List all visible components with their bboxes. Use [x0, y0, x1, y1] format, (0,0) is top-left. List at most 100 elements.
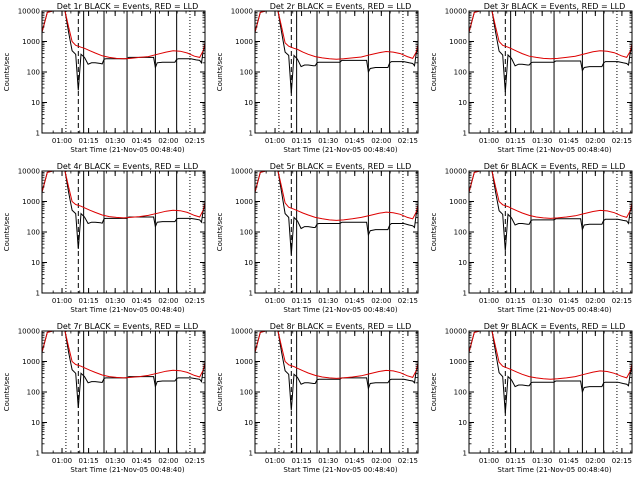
time-markers [278, 171, 404, 293]
y-axis-label: Counts/sec [216, 213, 224, 252]
time-markers [65, 11, 191, 133]
y-tick-label: 10 [244, 99, 253, 107]
series-line-events [469, 171, 632, 251]
series-line-events [42, 171, 205, 249]
y-axis-label: Counts/sec [430, 373, 438, 412]
panel-title: Det 3r BLACK = Events, RED = LLD [484, 2, 626, 11]
series-group [42, 331, 205, 408]
series-line-events [255, 171, 418, 255]
detector-panel-7: 1 10 100 1000 10000 01:00 01:15 01:30 01:45 02:00… [0, 320, 213, 480]
plot-frame [41, 170, 206, 294]
y-tick-label: 1 [249, 130, 253, 138]
series-line-events [255, 11, 418, 94]
series-group [42, 171, 205, 249]
y-axis-label: Counts/sec [430, 53, 438, 92]
x-tick-label: 01:15 [292, 137, 312, 145]
time-markers [492, 171, 618, 293]
time-markers [65, 171, 191, 293]
panel-title: Det 5r BLACK = Events, RED = LLD [270, 162, 412, 171]
y-tick-label: 100 [27, 229, 40, 237]
x-tick-label: 01:15 [79, 457, 99, 465]
y-tick-label: 1 [249, 450, 253, 458]
x-tick-label: 01:30 [532, 457, 552, 465]
y-axis-label: Counts/sec [3, 213, 11, 252]
detector-panel-1: 1 10 100 1000 10000 01:00 01:15 01:30 01:45 02:00… [0, 0, 213, 160]
y-tick-label: 10000 [231, 8, 253, 16]
y-tick-label: 1000 [449, 358, 467, 366]
series-group [469, 11, 632, 93]
series-line-events [255, 331, 418, 411]
series-group [255, 331, 418, 411]
x-tick-label: 01:00 [265, 457, 285, 465]
y-tick-label: 1 [463, 130, 467, 138]
detector-plot-svg: 1 10 100 1000 10000 01:00 01:15 01:30 01:45 02:00… [430, 322, 633, 474]
panel-title: Det 7r BLACK = Events, RED = LLD [57, 322, 199, 331]
y-tick-label: 10000 [18, 168, 40, 176]
y-tick-label: 10000 [18, 8, 40, 16]
x-tick-label: 01:45 [559, 297, 579, 305]
y-tick-label: 1000 [22, 198, 40, 206]
detector-plot-svg: 1 10 100 1000 10000 01:00 01:15 01:30 01:45 02:00… [3, 2, 206, 154]
x-axis-label: Start Time (21-Nov-05 00:48:40) [70, 466, 184, 474]
time-markers [65, 331, 191, 453]
y-tick-label: 10000 [231, 168, 253, 176]
y-tick-label: 100 [240, 69, 253, 77]
y-axis-label: Counts/sec [430, 213, 438, 252]
plot-frame [254, 170, 419, 294]
panel-title: Det 9r BLACK = Events, RED = LLD [484, 322, 626, 331]
series-group [255, 11, 418, 94]
y-tick-label: 1 [36, 450, 40, 458]
x-tick-label: 02:15 [612, 457, 632, 465]
x-tick-label: 02:00 [371, 457, 391, 465]
x-tick-label: 02:15 [185, 297, 205, 305]
series-line-lld [469, 11, 632, 60]
x-tick-label: 01:00 [479, 297, 499, 305]
x-tick-label: 01:00 [479, 137, 499, 145]
x-axis-label: Start Time (21-Nov-05 00:48:40) [497, 306, 611, 314]
detector-panel-4: 1 10 100 1000 10000 01:00 01:15 01:30 01:45 02:00… [0, 160, 213, 320]
x-tick-label: 02:00 [158, 137, 178, 145]
x-axis-label: Start Time (21-Nov-05 00:48:40) [283, 306, 397, 314]
series-group [42, 11, 205, 91]
x-tick-label: 01:00 [52, 457, 72, 465]
x-tick-label: 01:00 [479, 457, 499, 465]
y-tick-label: 100 [240, 229, 253, 237]
x-tick-label: 01:45 [132, 297, 152, 305]
detector-plot-svg: 1 10 100 1000 10000 01:00 01:15 01:30 01:45 02:00… [216, 162, 419, 314]
detector-panel-5: 1 10 100 1000 10000 01:00 01:15 01:30 01:45 02:00… [213, 160, 426, 320]
x-tick-label: 01:00 [52, 297, 72, 305]
x-tick-label: 01:15 [292, 297, 312, 305]
y-tick-label: 10000 [231, 328, 253, 336]
series-line-lld [469, 331, 632, 380]
x-tick-label: 02:15 [398, 137, 418, 145]
y-axis-label: Counts/sec [3, 373, 11, 412]
x-tick-label: 01:45 [132, 457, 152, 465]
panel-title: Det 8r BLACK = Events, RED = LLD [270, 322, 412, 331]
y-tick-label: 1 [36, 290, 40, 298]
x-tick-label: 02:00 [585, 457, 605, 465]
plot-frame [254, 330, 419, 454]
x-tick-label: 01:00 [265, 137, 285, 145]
time-markers [278, 331, 404, 453]
series-line-events [469, 331, 632, 414]
x-tick-label: 01:15 [292, 457, 312, 465]
x-tick-label: 01:00 [52, 137, 72, 145]
y-tick-label: 100 [27, 69, 40, 77]
x-tick-label: 01:00 [265, 297, 285, 305]
detector-plot-svg: 1 10 100 1000 10000 01:00 01:15 01:30 01:45 02:00… [430, 2, 633, 154]
y-tick-label: 10 [31, 419, 40, 427]
x-axis-label: Start Time (21-Nov-05 00:48:40) [497, 146, 611, 154]
y-tick-label: 10000 [445, 168, 467, 176]
series-group [469, 331, 632, 414]
panel-title: Det 2r BLACK = Events, RED = LLD [270, 2, 412, 11]
plot-frame [41, 10, 206, 134]
detector-panel-2: 1 10 100 1000 10000 01:00 01:15 01:30 01:45 02:00… [213, 0, 426, 160]
y-tick-label: 1 [463, 450, 467, 458]
series-line-lld [255, 331, 418, 379]
detector-plot-svg: 1 10 100 1000 10000 01:00 01:15 01:30 01:45 02:00… [216, 322, 419, 474]
y-tick-label: 1000 [235, 198, 253, 206]
y-tick-label: 1 [463, 290, 467, 298]
y-tick-label: 10 [31, 259, 40, 267]
series-line-lld [255, 171, 418, 221]
x-tick-label: 01:45 [345, 137, 365, 145]
